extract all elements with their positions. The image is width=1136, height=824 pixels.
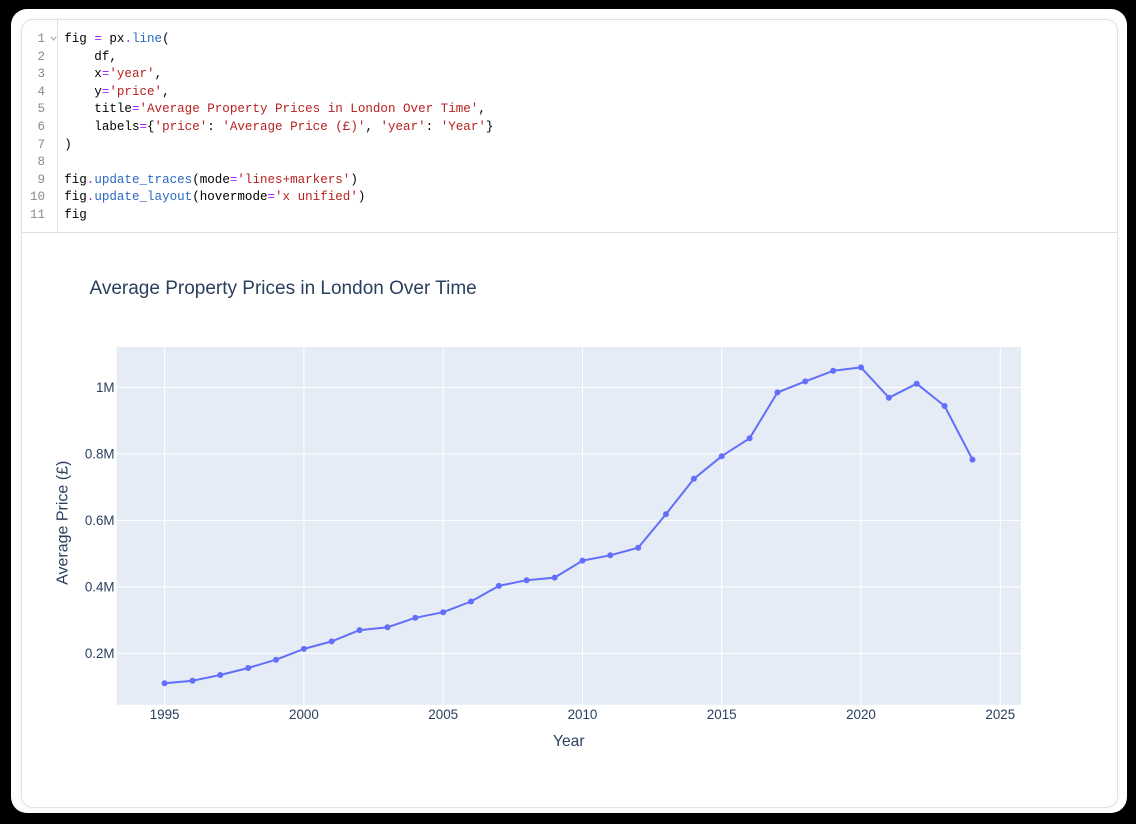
svg-text:1M: 1M — [96, 380, 115, 395]
svg-text:0.4M: 0.4M — [85, 580, 115, 595]
svg-text:Year: Year — [553, 733, 585, 750]
svg-text:2025: 2025 — [985, 707, 1015, 722]
svg-text:2010: 2010 — [568, 707, 598, 722]
svg-text:Average Property Prices in Lon: Average Property Prices in London Over T… — [90, 278, 477, 299]
svg-text:2005: 2005 — [428, 707, 458, 722]
svg-text:0.8M: 0.8M — [85, 447, 115, 462]
svg-text:1995: 1995 — [150, 707, 180, 722]
svg-text:Average Price (£): Average Price (£) — [55, 461, 72, 585]
svg-text:0.2M: 0.2M — [85, 646, 115, 661]
svg-text:0.6M: 0.6M — [85, 513, 115, 528]
svg-text:2000: 2000 — [289, 707, 319, 722]
svg-text:2020: 2020 — [846, 707, 876, 722]
svg-text:2015: 2015 — [707, 707, 737, 722]
